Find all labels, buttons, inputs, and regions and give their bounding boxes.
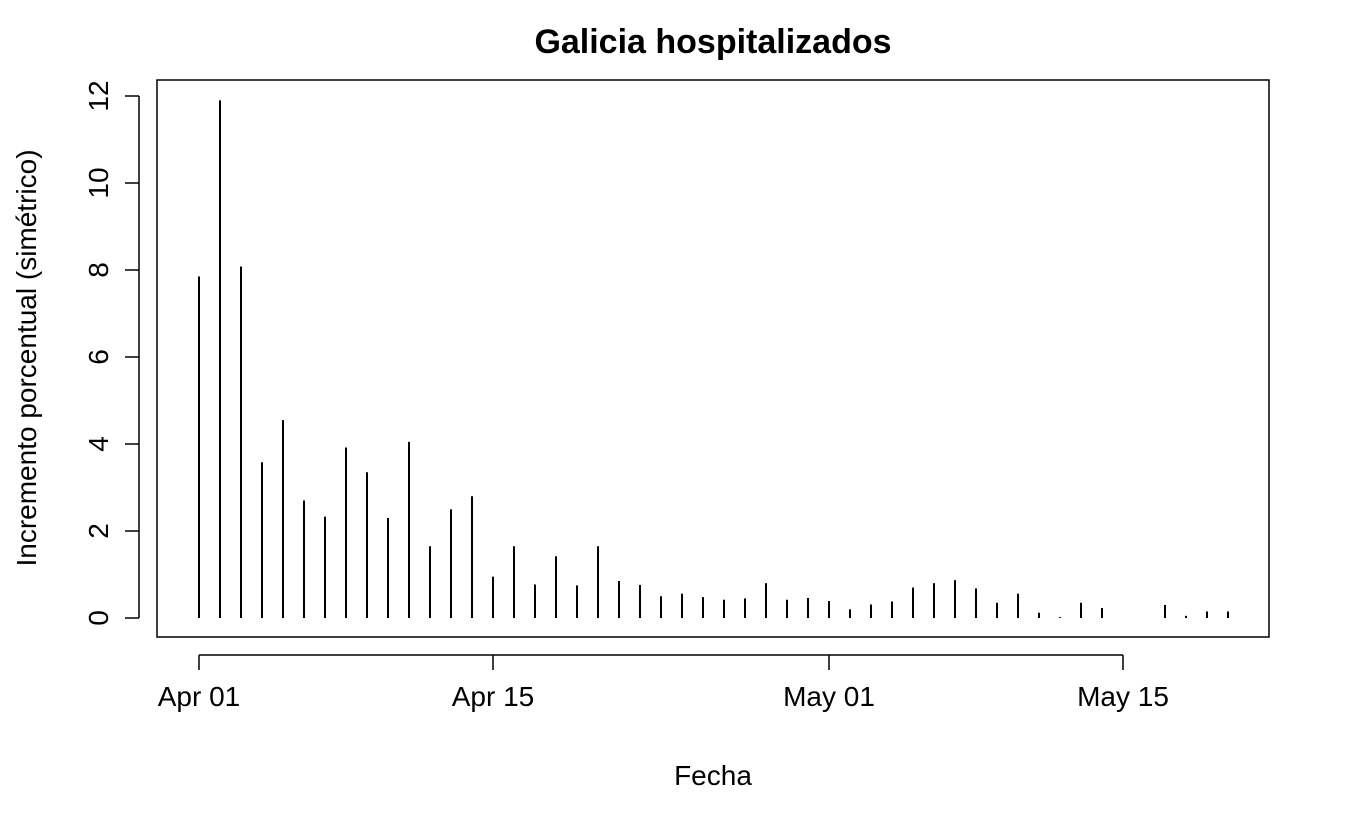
x-tick-label: May 01 — [783, 681, 875, 712]
y-axis: 0 2 4 6 8 10 12 — [83, 80, 140, 626]
data-series — [198, 100, 1229, 618]
y-tick-label: 2 — [83, 523, 114, 539]
y-tick-label: 6 — [83, 349, 114, 365]
y-tick-label: 0 — [83, 610, 114, 626]
x-axis: Apr 01 Apr 15 May 01 May 15 — [158, 654, 1169, 712]
y-tick-label: 12 — [83, 80, 114, 111]
y-axis-label: Incremento porcentual (simétrico) — [11, 149, 42, 566]
x-tick-label: Apr 01 — [158, 681, 241, 712]
x-axis-label: Fecha — [674, 760, 752, 791]
x-tick-label: May 15 — [1077, 681, 1169, 712]
y-tick-label: 4 — [83, 436, 114, 452]
x-tick-label: Apr 15 — [452, 681, 535, 712]
y-tick-label: 8 — [83, 262, 114, 278]
y-tick-label: 10 — [83, 167, 114, 198]
chart-title: Galicia hospitalizados — [534, 23, 891, 61]
plot-frame — [156, 79, 1270, 638]
